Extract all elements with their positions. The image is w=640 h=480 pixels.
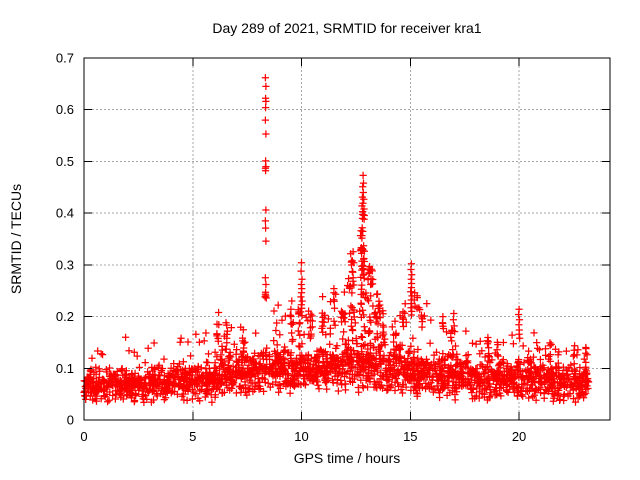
chart-title: Day 289 of 2021, SRMTID for receiver kra… (212, 20, 481, 36)
x-tick-label: 20 (512, 429, 526, 444)
scatter-points-path (80, 74, 593, 406)
y-tick-label: 0.6 (56, 102, 74, 117)
y-tick-label: 0.1 (56, 361, 74, 376)
y-tick-label: 0.2 (56, 309, 74, 324)
y-tick-label: 0.5 (56, 154, 74, 169)
plot-border (83, 57, 611, 421)
x-tick-label: 0 (80, 429, 87, 444)
tick-labels: 0 5 10 15 20 0 0.1 0.2 0.3 0.4 0.5 0.6 0.7 (56, 51, 526, 445)
x-tick-label: 15 (403, 429, 417, 444)
x-tick-label: 5 (189, 429, 196, 444)
x-tick-label: 10 (294, 429, 308, 444)
x-axis-label: GPS time / hours (294, 450, 401, 466)
y-tick-label: 0.3 (56, 257, 74, 272)
axes (83, 57, 611, 421)
data-points (80, 74, 593, 406)
y-tick-label: 0.4 (56, 206, 74, 221)
y-axis-label: SRMTID / TECUs (8, 184, 24, 294)
y-tick-label: 0 (67, 413, 74, 428)
y-tick-label: 0.7 (56, 51, 74, 66)
